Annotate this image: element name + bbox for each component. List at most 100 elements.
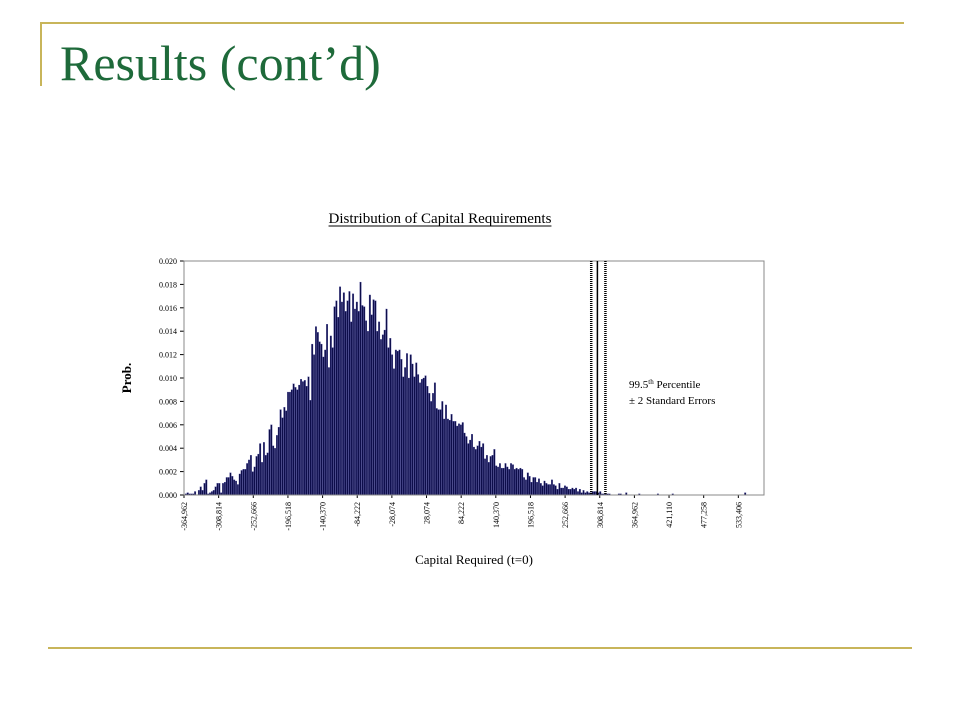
histogram-bar: [320, 343, 323, 496]
histogram-bar: [424, 375, 427, 496]
histogram-bar: [324, 349, 327, 496]
histogram-bar: [253, 466, 256, 496]
histogram-bar: [556, 489, 559, 496]
histogram-bar: [478, 441, 481, 496]
histogram-bar: [577, 491, 579, 496]
histogram-bar: [289, 391, 291, 496]
y-axis-label: Prob.: [119, 363, 134, 393]
histogram-bar: [459, 424, 462, 496]
histogram-bar: [365, 320, 368, 496]
x-tick-label: -140,370: [319, 502, 328, 531]
histogram-bar: [411, 363, 414, 496]
histogram-bar: [203, 483, 206, 496]
histogram-bar: [396, 350, 399, 496]
histogram-bar: [525, 479, 527, 496]
histogram-bar: [367, 331, 369, 496]
histogram-bar: [218, 483, 221, 496]
x-axis-label: Capital Required (t=0): [415, 552, 533, 567]
top-accent-line: [40, 22, 904, 24]
x-tick-label: 140,370: [492, 502, 501, 528]
histogram-bar: [506, 466, 509, 496]
histogram-bar: [435, 408, 438, 496]
histogram-bar: [307, 376, 310, 496]
histogram-bar: [305, 386, 308, 496]
histogram-bar: [573, 489, 576, 496]
histogram-bar: [251, 471, 254, 496]
histogram-bar: [311, 343, 314, 496]
histogram-bar: [229, 472, 232, 496]
histogram-bar: [467, 443, 470, 496]
x-tick-label: -28,074: [388, 502, 397, 527]
histogram-bar: [231, 476, 234, 496]
x-tick-label: 421,110: [665, 502, 674, 528]
histogram-bar: [487, 462, 490, 496]
histogram-bar: [534, 477, 537, 496]
histogram-bar: [389, 338, 392, 496]
histogram-bar: [586, 491, 589, 496]
histogram-bar: [428, 393, 431, 496]
histogram-bar: [322, 356, 325, 496]
histogram-bar: [355, 301, 358, 496]
histogram-bar: [268, 429, 271, 496]
histogram-bar: [500, 467, 503, 496]
histogram-bar: [363, 306, 366, 496]
histogram-bar: [350, 321, 353, 496]
x-tick-label: 308,814: [596, 502, 605, 528]
histogram-bar: [474, 449, 477, 496]
histogram-bar: [212, 490, 215, 496]
histogram-bar: [235, 480, 237, 496]
histogram-bar: [393, 368, 395, 496]
histogram-bar: [309, 400, 312, 496]
histogram-bar: [346, 300, 349, 496]
x-tick-label: 28,074: [423, 502, 432, 524]
x-tick-label: -196,518: [284, 502, 293, 531]
histogram-bar: [335, 300, 338, 496]
histogram-bar: [404, 367, 407, 496]
histogram-bar: [240, 470, 243, 496]
histogram-bar: [385, 308, 388, 496]
histogram-bar: [409, 354, 412, 496]
histogram-bar: [469, 439, 472, 496]
histogram-bar: [272, 445, 275, 496]
histogram-bar: [383, 329, 386, 496]
x-tick-label: 252,666: [561, 502, 570, 528]
histogram-bar: [562, 487, 565, 496]
histogram-bar: [248, 459, 250, 496]
histogram-bar: [244, 469, 247, 496]
x-tick-label: -308,814: [215, 502, 224, 531]
histogram-bar: [313, 354, 315, 496]
histogram-bar: [547, 484, 550, 496]
histogram-bar: [439, 409, 442, 496]
histogram-bar: [450, 414, 453, 496]
histogram-bar: [476, 445, 479, 496]
histogram-bar: [484, 458, 486, 496]
histogram-bar: [316, 332, 319, 496]
histogram-bar: [480, 446, 483, 496]
histogram-bar: [370, 314, 373, 496]
histogram-bar: [567, 489, 570, 496]
histogram-bar: [454, 421, 457, 496]
histogram-bar: [426, 386, 429, 496]
histogram-bar: [517, 469, 520, 496]
histogram-bar: [541, 485, 544, 496]
histogram-bar: [223, 482, 226, 496]
histogram-bar: [344, 311, 347, 496]
histogram-bar: [495, 465, 498, 496]
histogram-bar: [543, 480, 546, 496]
histogram-bar: [398, 349, 401, 496]
histogram-bar: [303, 380, 306, 496]
histogram-bar: [201, 490, 204, 496]
histogram-bar: [493, 449, 496, 496]
histogram-bar: [222, 483, 224, 496]
histogram-bar: [575, 487, 578, 496]
histogram-bar: [255, 456, 258, 496]
histogram-bar: [482, 443, 485, 496]
histogram-bar: [530, 482, 533, 496]
histogram-bar: [502, 467, 505, 496]
histogram-bar: [437, 409, 440, 496]
histogram-bar: [372, 299, 375, 496]
histogram-bar: [361, 305, 364, 496]
histogram-bar: [430, 401, 433, 496]
histogram-bar: [285, 410, 288, 496]
histogram-bar: [381, 334, 384, 496]
